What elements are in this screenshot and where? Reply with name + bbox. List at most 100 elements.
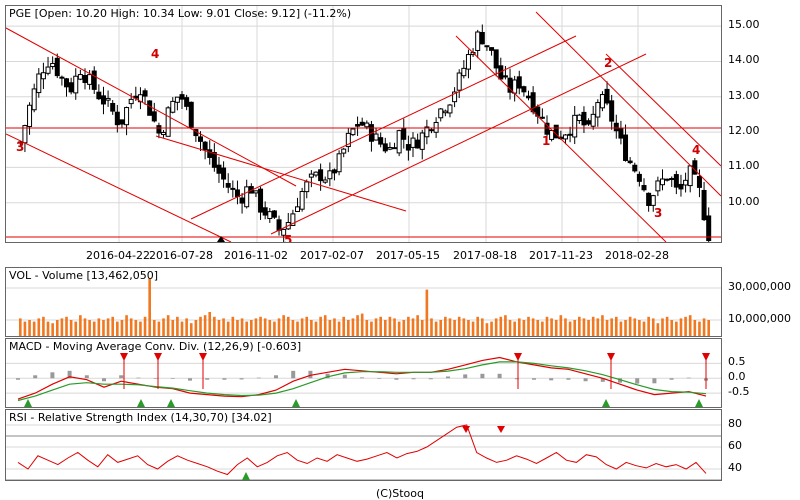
volume-bar bbox=[508, 320, 512, 336]
price-candle bbox=[623, 134, 629, 161]
volume-chart bbox=[6, 278, 721, 336]
volume-bar bbox=[587, 320, 590, 336]
rsi-y-tick-label: 80 bbox=[728, 417, 742, 430]
macd-histogram-bar bbox=[480, 373, 485, 379]
price-candle bbox=[632, 164, 638, 172]
price-candle bbox=[54, 57, 60, 77]
price-candle bbox=[475, 31, 481, 51]
price-candle bbox=[45, 66, 51, 74]
price-candle bbox=[359, 121, 365, 126]
price-candle bbox=[489, 47, 495, 51]
volume-bar bbox=[675, 321, 678, 336]
volume-bar bbox=[185, 318, 188, 336]
volume-bar bbox=[568, 321, 572, 336]
volume-bar bbox=[310, 320, 313, 336]
price-candle bbox=[114, 111, 120, 126]
volume-bar bbox=[601, 315, 604, 336]
price-candle bbox=[119, 119, 125, 125]
price-candle bbox=[40, 72, 46, 80]
volume-bar bbox=[46, 321, 50, 336]
volume-bar bbox=[554, 320, 558, 336]
price-candle bbox=[322, 179, 328, 183]
volume-bar bbox=[693, 320, 697, 336]
macd-histogram-bar bbox=[411, 378, 416, 380]
macd-title: MACD - Moving Average Conv. Div. (12,26,… bbox=[9, 340, 302, 353]
price-candle bbox=[59, 76, 65, 79]
volume-bar bbox=[134, 320, 138, 336]
price-candle bbox=[664, 178, 670, 181]
volume-bar bbox=[203, 315, 207, 336]
price-candle bbox=[128, 98, 134, 105]
price-candle bbox=[197, 136, 203, 142]
price-candle bbox=[50, 62, 56, 68]
price-candle bbox=[590, 113, 596, 127]
volume-bar bbox=[254, 318, 258, 336]
volume-bar bbox=[176, 316, 179, 336]
macd-histogram-bar bbox=[497, 373, 502, 379]
price-candle bbox=[378, 137, 384, 145]
price-candle bbox=[581, 111, 587, 126]
price-candle bbox=[438, 108, 444, 119]
macd-histogram-bar bbox=[308, 370, 313, 379]
macd-histogram-bar bbox=[583, 378, 588, 382]
volume-bar bbox=[319, 316, 322, 336]
price-candle bbox=[355, 124, 361, 127]
x-axis-date-label: 2017-11-23 bbox=[529, 249, 593, 262]
volume-bar bbox=[559, 315, 563, 336]
volume-bar bbox=[591, 316, 595, 336]
price-candle bbox=[442, 110, 448, 114]
rsi-y-tick-label: 40 bbox=[728, 461, 742, 474]
rsi-buy-marker bbox=[242, 472, 250, 480]
volume-bar bbox=[407, 316, 410, 336]
volume-bar bbox=[605, 320, 609, 336]
volume-bar bbox=[139, 321, 142, 336]
macd-histogram-bar bbox=[136, 377, 141, 379]
volume-bar bbox=[286, 316, 290, 336]
volume-bar bbox=[619, 321, 623, 336]
macd-histogram-bar bbox=[377, 378, 382, 379]
x-axis-date-label: 2016-11-02 bbox=[224, 249, 288, 262]
rsi-line bbox=[17, 424, 707, 476]
volume-bar bbox=[250, 320, 253, 336]
volume-bar bbox=[356, 315, 359, 336]
volume-bar bbox=[51, 323, 54, 336]
volume-bar bbox=[217, 320, 221, 336]
price-candle bbox=[239, 197, 245, 204]
volume-bar bbox=[610, 318, 613, 336]
volume-bar bbox=[411, 318, 415, 336]
price-candle bbox=[221, 167, 227, 180]
volume-bar bbox=[88, 320, 91, 336]
macd-histogram-bar bbox=[50, 372, 55, 379]
volume-bar bbox=[74, 321, 78, 336]
price-candle bbox=[295, 206, 301, 212]
macd-histogram-bar bbox=[514, 378, 519, 380]
volume-bar bbox=[79, 315, 82, 336]
price-candle bbox=[484, 45, 490, 48]
volume-bar bbox=[208, 312, 212, 336]
price-title: PGE [Open: 10.20 High: 10.34 Low: 9.01 C… bbox=[9, 7, 352, 20]
volume-bar bbox=[222, 318, 225, 336]
volume-bar bbox=[245, 321, 248, 336]
volume-bar bbox=[374, 318, 378, 336]
price-candle bbox=[678, 183, 684, 190]
volume-bar bbox=[323, 315, 327, 336]
volume-bar bbox=[106, 318, 110, 336]
volume-bar bbox=[638, 320, 641, 336]
volume-bar bbox=[434, 321, 438, 336]
price-candle bbox=[82, 74, 88, 84]
price-candle bbox=[350, 128, 356, 136]
price-candle bbox=[636, 173, 642, 182]
price-candle bbox=[267, 211, 273, 219]
price-candle bbox=[687, 165, 693, 187]
volume-bar bbox=[97, 318, 101, 336]
price-y-tick-label: 11.00 bbox=[728, 159, 760, 173]
volume-bar bbox=[23, 321, 27, 336]
elliott-wave-label: 4 bbox=[151, 47, 159, 61]
volume-bar bbox=[314, 321, 318, 336]
price-y-tick-label: 10.00 bbox=[728, 194, 760, 208]
macd-y-tick-label: 0.5 bbox=[728, 355, 746, 369]
price-candle bbox=[405, 144, 411, 151]
macd-buy-marker bbox=[602, 399, 610, 407]
volume-bar bbox=[550, 318, 553, 336]
macd-histogram-bar bbox=[394, 378, 399, 380]
